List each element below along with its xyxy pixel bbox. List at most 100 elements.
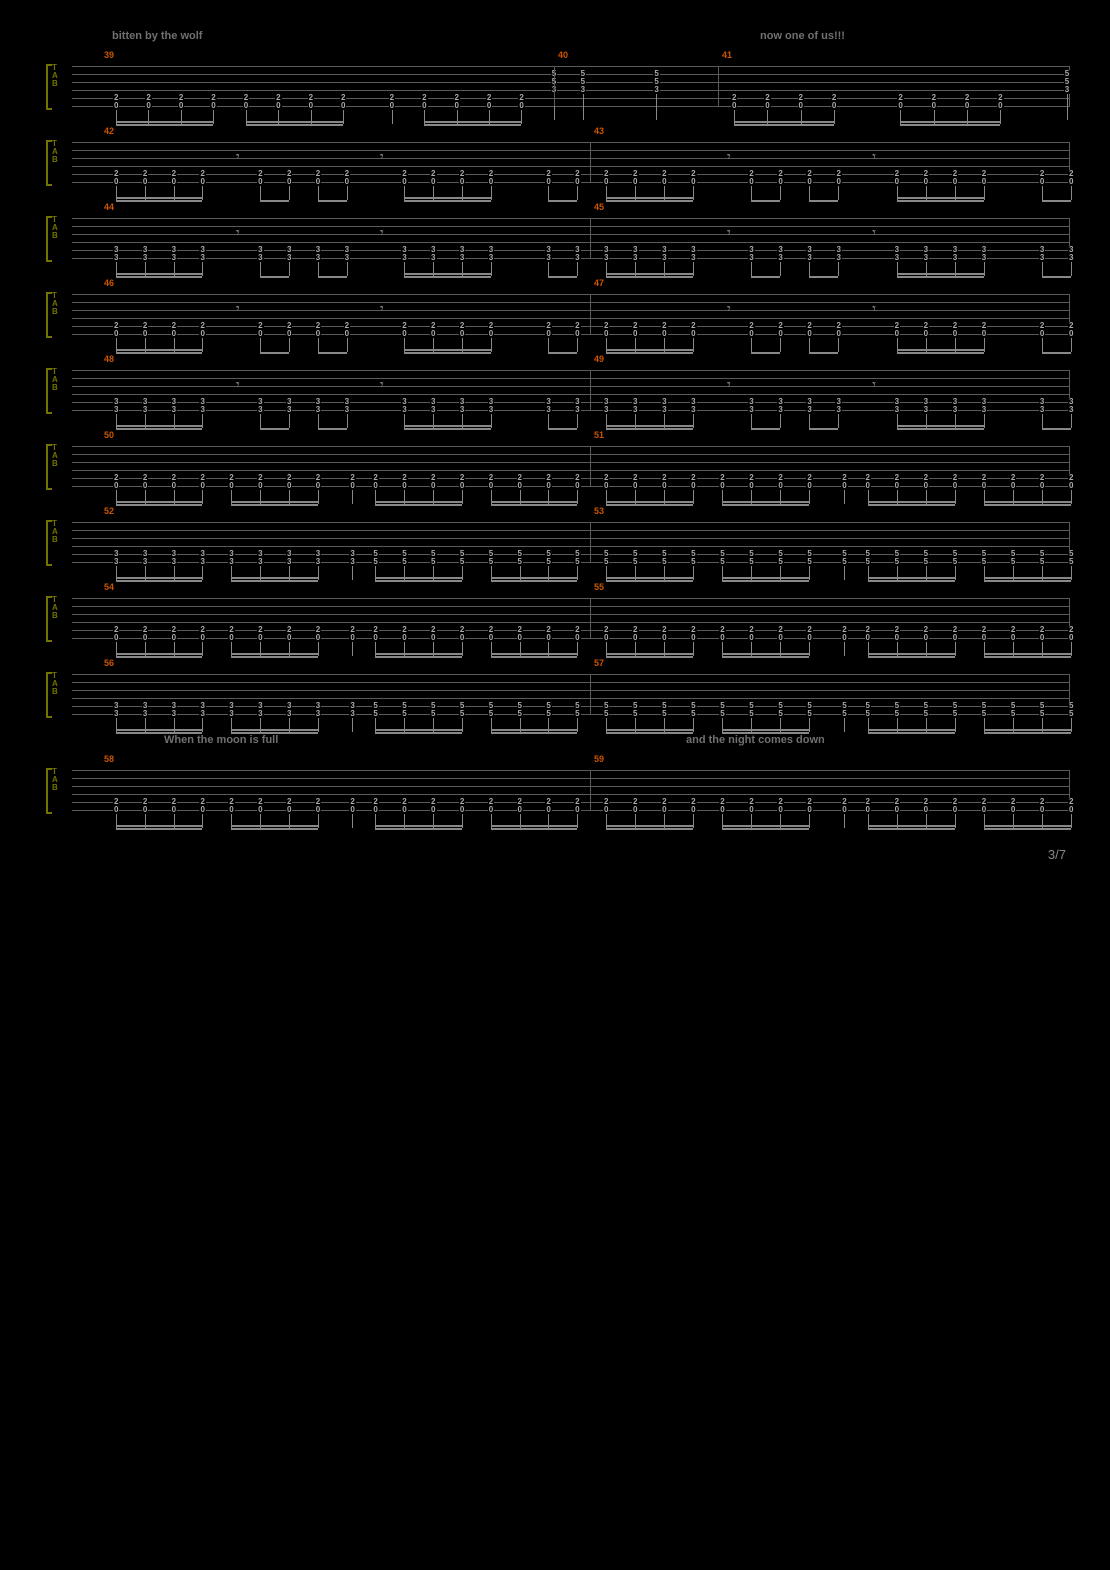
tab-clef: TAB [52,216,58,240]
lyric-row: When the moon is fulland the night comes… [40,734,1070,750]
fret-number: 3 [430,254,436,262]
bar-content: 5555555555555555555555555555555555 [594,522,1088,578]
fret-number: 0 [459,178,465,186]
fret-number: 0 [574,482,580,490]
tab-system: TAB3333333333333333333333333333𝄾𝄾3333333… [40,354,1070,416]
fret-number: 3 [142,710,148,718]
fret-number: 0 [171,634,177,642]
fret-number: 3 [806,406,812,414]
fret-number: 0 [931,102,937,110]
page-number: 3/7 [1048,847,1066,862]
fret-number: 0 [142,178,148,186]
fret-number: 0 [806,330,812,338]
lyric-text: bitten by the wolf [112,30,202,42]
fret-number: 5 [372,558,378,566]
fret-number: 0 [831,102,837,110]
bar-content: 2020202020202020202020202020202020 [104,598,594,654]
rest: 𝄾 [872,224,876,241]
fret-number: 0 [777,178,783,186]
fret-number: 3 [344,254,350,262]
fret-number: 0 [488,806,494,814]
fret-number: 5 [545,710,551,718]
fret-number: 3 [349,558,355,566]
fret-number: 0 [806,634,812,642]
fret-number: 5 [488,558,494,566]
fret-number: 0 [777,806,783,814]
fret-number: 3 [632,406,638,414]
fret-number: 0 [430,330,436,338]
fret-number: 0 [632,482,638,490]
fret-number: 0 [952,482,958,490]
bar-number: 44 [104,202,114,212]
fret-number: 3 [1068,406,1074,414]
fret-number: 0 [372,634,378,642]
fret-number: 0 [1068,482,1074,490]
fret-number: 0 [806,482,812,490]
bar-content: 2020202020202020202020202020202020 [594,598,1088,654]
rest: 𝄾 [380,300,384,317]
fret-number: 0 [865,634,871,642]
fret-number: 3 [653,86,659,94]
fret-number: 0 [731,102,737,110]
fret-number: 0 [257,178,263,186]
fret-number: 3 [113,254,119,262]
fret-number: 0 [952,806,958,814]
rest: 𝄾 [727,224,731,241]
fret-number: 0 [113,330,119,338]
fret-number: 0 [113,806,119,814]
lyric-text: When the moon is full [164,734,278,746]
fret-number: 0 [171,482,177,490]
fret-number: 0 [401,330,407,338]
lyric-text: now one of us!!! [760,30,845,42]
fret-number: 5 [894,710,900,718]
fret-number: 0 [486,102,492,110]
fret-number: 0 [308,102,314,110]
fret-number: 0 [315,482,321,490]
fret-number: 5 [632,710,638,718]
fret-number: 0 [286,330,292,338]
fret-number: 0 [923,330,929,338]
fret-number: 3 [488,406,494,414]
fret-number: 0 [981,806,987,814]
fret-number: 0 [286,806,292,814]
fret-number: 0 [488,178,494,186]
fret-number: 0 [1010,806,1016,814]
fret-number: 3 [952,406,958,414]
fret-number: 0 [777,482,783,490]
fret-number: 0 [113,102,119,110]
bar-number: 40 [558,50,568,60]
fret-number: 0 [488,634,494,642]
fret-number: 3 [459,254,465,262]
fret-number: 3 [286,558,292,566]
bar-number: 55 [594,582,604,592]
fret-number: 0 [113,178,119,186]
fret-number: 3 [286,406,292,414]
bar-content: 2020202020202020202020202020𝄾𝄾 [104,142,594,198]
fret-number: 0 [257,330,263,338]
fret-number: 5 [488,710,494,718]
fret-number: 0 [661,330,667,338]
bar-number: 56 [104,658,114,668]
fret-number: 5 [574,558,580,566]
fret-number: 3 [603,406,609,414]
fret-number: 3 [113,406,119,414]
fret-number: 5 [952,710,958,718]
tab-staff: TAB3333333333333333555555555555555533555… [46,658,1070,720]
fret-number: 0 [690,482,696,490]
fret-number: 0 [777,634,783,642]
bar-number: 54 [104,582,114,592]
rest: 𝄾 [236,300,240,317]
fret-number: 0 [142,634,148,642]
fret-number: 3 [690,254,696,262]
fret-number: 0 [171,330,177,338]
fret-number: 0 [401,634,407,642]
fret-number: 0 [142,806,148,814]
fret-number: 0 [430,806,436,814]
fret-number: 3 [430,406,436,414]
fret-number: 5 [372,710,378,718]
fret-number: 0 [632,806,638,814]
fret-number: 3 [952,254,958,262]
tab-system: TAB2020202020202020202020202020202020202… [40,430,1070,492]
fret-number: 0 [764,102,770,110]
bar-number: 43 [594,126,604,136]
